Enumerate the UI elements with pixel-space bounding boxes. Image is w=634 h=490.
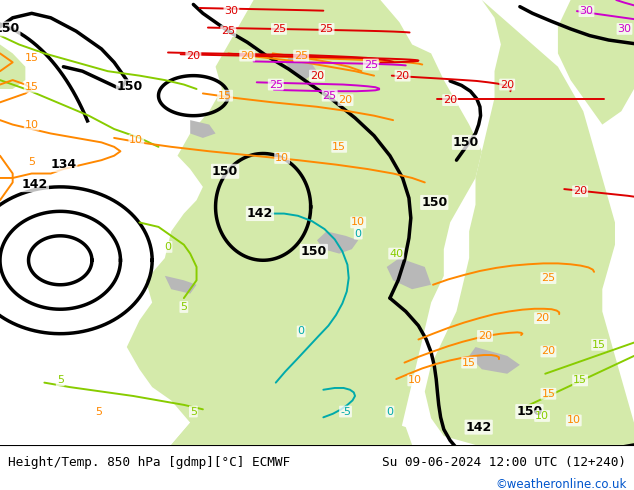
Polygon shape <box>127 0 482 445</box>
Text: 20: 20 <box>500 79 514 90</box>
Text: 25: 25 <box>221 26 235 36</box>
Text: 25: 25 <box>269 79 283 90</box>
Text: 25: 25 <box>541 273 555 283</box>
Text: 20: 20 <box>240 50 254 61</box>
Text: 150: 150 <box>212 165 238 178</box>
Text: 20: 20 <box>478 331 492 341</box>
Text: 10: 10 <box>567 416 581 425</box>
Text: 5: 5 <box>190 407 197 416</box>
Polygon shape <box>260 0 349 143</box>
Text: 25: 25 <box>272 24 286 34</box>
Text: 15: 15 <box>332 142 346 152</box>
Polygon shape <box>190 120 216 138</box>
Text: 0: 0 <box>354 228 362 239</box>
Text: 134: 134 <box>50 158 77 171</box>
Text: 10: 10 <box>129 135 143 145</box>
Polygon shape <box>425 0 634 445</box>
Text: 150: 150 <box>0 23 20 35</box>
Text: 15: 15 <box>541 389 555 399</box>
Text: 142: 142 <box>22 178 48 191</box>
Text: Su 09-06-2024 12:00 UTC (12+240): Su 09-06-2024 12:00 UTC (12+240) <box>382 456 626 468</box>
Text: Height/Temp. 850 hPa [gdmp][°C] ECMWF: Height/Temp. 850 hPa [gdmp][°C] ECMWF <box>8 456 290 468</box>
Text: 5: 5 <box>94 407 102 416</box>
Text: 15: 15 <box>573 375 587 386</box>
Text: 20: 20 <box>310 71 324 81</box>
Text: 20: 20 <box>573 186 587 196</box>
Text: 20: 20 <box>535 313 549 323</box>
Polygon shape <box>0 45 25 89</box>
Polygon shape <box>171 396 412 445</box>
Text: 25: 25 <box>294 50 308 61</box>
Text: 15: 15 <box>592 340 606 350</box>
Text: 5: 5 <box>180 302 188 312</box>
Text: 30: 30 <box>224 6 238 16</box>
Text: 0: 0 <box>164 242 172 252</box>
Text: 150: 150 <box>421 196 448 209</box>
Text: 150: 150 <box>117 80 143 93</box>
Text: 5: 5 <box>28 157 36 168</box>
Text: 15: 15 <box>462 358 476 368</box>
Text: 20: 20 <box>443 95 457 105</box>
Text: 10: 10 <box>25 120 39 129</box>
Text: 0: 0 <box>297 326 305 337</box>
Text: 150: 150 <box>516 405 543 418</box>
Polygon shape <box>558 0 634 124</box>
Text: 5: 5 <box>56 375 64 386</box>
Text: 30: 30 <box>579 6 593 16</box>
Text: 10: 10 <box>351 218 365 227</box>
Text: 0: 0 <box>386 407 394 416</box>
Text: 20: 20 <box>541 346 555 357</box>
Text: 150: 150 <box>301 245 327 258</box>
Text: 30: 30 <box>618 24 631 34</box>
Text: 142: 142 <box>465 420 492 434</box>
Text: 20: 20 <box>396 71 410 81</box>
Text: 142: 142 <box>247 207 273 220</box>
Text: 15: 15 <box>25 53 39 63</box>
Text: 10: 10 <box>535 411 549 421</box>
Text: ©weatheronline.co.uk: ©weatheronline.co.uk <box>495 478 626 490</box>
Text: 10: 10 <box>275 153 289 163</box>
Text: 25: 25 <box>364 59 378 70</box>
Text: 25: 25 <box>323 91 337 100</box>
Polygon shape <box>387 258 431 289</box>
Polygon shape <box>469 347 520 374</box>
Polygon shape <box>317 231 358 254</box>
Text: 150: 150 <box>453 136 479 149</box>
Text: 25: 25 <box>320 24 333 34</box>
Text: 10: 10 <box>408 375 422 386</box>
Text: 20: 20 <box>339 95 353 105</box>
Text: 15: 15 <box>25 82 39 92</box>
Polygon shape <box>285 53 317 80</box>
Text: 15: 15 <box>218 91 232 100</box>
Text: 20: 20 <box>186 50 200 61</box>
Polygon shape <box>165 276 197 294</box>
Text: -5: -5 <box>340 407 351 416</box>
Text: 40: 40 <box>389 248 403 259</box>
